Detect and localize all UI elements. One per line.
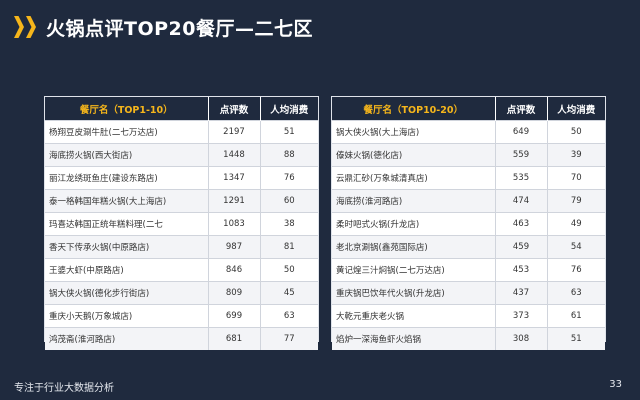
review-count-cell: 459 bbox=[494, 235, 547, 259]
table-row: 傣妹火锅(德化店) 559 39 bbox=[332, 143, 605, 167]
restaurant-name-cell: 重庆小天鹅(万象城店) bbox=[45, 304, 208, 328]
review-count-cell: 1083 bbox=[207, 212, 260, 236]
restaurant-name-cell: 玛喜达韩国正统年糕料理(二七 bbox=[45, 212, 208, 236]
avg-spend-cell: 63 bbox=[546, 281, 605, 305]
review-count-cell: 308 bbox=[494, 327, 547, 350]
table-row: 海底捞火锅(西大街店) 1448 88 bbox=[45, 143, 318, 167]
avg-spend-cell: 70 bbox=[546, 166, 605, 190]
avg-spend-cell: 88 bbox=[259, 143, 318, 167]
review-count-cell: 809 bbox=[207, 281, 260, 305]
avg-spend-cell: 38 bbox=[259, 212, 318, 236]
table-row: 王婆大虾(中原路店) 846 50 bbox=[45, 258, 318, 282]
avg-spend-cell: 60 bbox=[259, 189, 318, 213]
restaurant-name-cell: 丽江龙绣斑鱼庄(建设东路店) bbox=[45, 166, 208, 190]
avg-spend-cell: 49 bbox=[546, 212, 605, 236]
table-row: 香天下传承火锅(中原路店) 987 81 bbox=[45, 235, 318, 259]
review-count-cell: 2197 bbox=[207, 120, 260, 144]
avg-spend-cell: 77 bbox=[259, 327, 318, 350]
table-row: 重庆锅巴饮年代火锅(升龙店) 437 63 bbox=[332, 281, 605, 305]
review-count-cell: 474 bbox=[494, 189, 547, 213]
review-count-cell: 699 bbox=[207, 304, 260, 328]
column-header-avg-spend: 人均消费 bbox=[259, 97, 318, 121]
review-count-cell: 1291 bbox=[207, 189, 260, 213]
double-chevron-right-icon bbox=[14, 16, 36, 38]
table-row: 泰一格韩国年糕火锅(大上海店) 1291 60 bbox=[45, 189, 318, 213]
table-row: 玛喜达韩国正统年糕料理(二七 1083 38 bbox=[45, 212, 318, 236]
table-row: 丽江龙绣斑鱼庄(建设东路店) 1347 76 bbox=[45, 166, 318, 190]
restaurant-name-cell: 焰炉一深海鱼虾火焰锅 bbox=[332, 327, 495, 350]
table-row: 老北京涮锅(鑫苑国际店) 459 54 bbox=[332, 235, 605, 259]
restaurant-name-cell: 云鼎汇砂(万象城清真店) bbox=[332, 166, 495, 190]
avg-spend-cell: 54 bbox=[546, 235, 605, 259]
restaurant-name-cell: 王婆大虾(中原路店) bbox=[45, 258, 208, 282]
avg-spend-cell: 61 bbox=[546, 304, 605, 328]
table-row: 海底捞(淮河路店) 474 79 bbox=[332, 189, 605, 213]
avg-spend-cell: 79 bbox=[546, 189, 605, 213]
review-count-cell: 437 bbox=[494, 281, 547, 305]
avg-spend-cell: 50 bbox=[259, 258, 318, 282]
review-count-cell: 453 bbox=[494, 258, 547, 282]
slide-header: 火锅点评TOP20餐厅—二七区 bbox=[14, 10, 313, 44]
table-header-row: 餐厅名（TOP10-20） 点评数 人均消费 bbox=[332, 97, 605, 121]
column-header-review-count: 点评数 bbox=[207, 97, 260, 121]
avg-spend-cell: 76 bbox=[259, 166, 318, 190]
table-row: 重庆小天鹅(万象城店) 699 63 bbox=[45, 304, 318, 328]
right-ranking-table: 餐厅名（TOP10-20） 点评数 人均消费 锅大侠火锅(大上海店) 649 50 傣… bbox=[331, 96, 606, 350]
table-row: 鸿茂斋(淮河路店) 681 77 bbox=[45, 327, 318, 350]
table-row: 大乾元重庆老火锅 373 61 bbox=[332, 304, 605, 328]
review-count-cell: 987 bbox=[207, 235, 260, 259]
review-count-cell: 1448 bbox=[207, 143, 260, 167]
restaurant-name-cell: 傣妹火锅(德化店) bbox=[332, 143, 495, 167]
review-count-cell: 373 bbox=[494, 304, 547, 328]
restaurant-name-cell: 海底捞(淮河路店) bbox=[332, 189, 495, 213]
restaurant-name-cell: 大乾元重庆老火锅 bbox=[332, 304, 495, 328]
review-count-cell: 681 bbox=[207, 327, 260, 350]
restaurant-name-cell: 杨翔豆皮涮牛肚(二七万达店) bbox=[45, 120, 208, 144]
page-title: 火锅点评TOP20餐厅—二七区 bbox=[46, 17, 313, 40]
restaurant-name-cell: 锅大侠火锅(德化步行街店) bbox=[45, 281, 208, 305]
avg-spend-cell: 45 bbox=[259, 281, 318, 305]
table-row: 锅大侠火锅(大上海店) 649 50 bbox=[332, 120, 605, 144]
avg-spend-cell: 76 bbox=[546, 258, 605, 282]
table-row: 杨翔豆皮涮牛肚(二七万达店) 2197 51 bbox=[45, 120, 318, 144]
table-header-row: 餐厅名（TOP1-10） 点评数 人均消费 bbox=[45, 97, 318, 121]
column-header-review-count: 点评数 bbox=[494, 97, 547, 121]
restaurant-name-cell: 重庆锅巴饮年代火锅(升龙店) bbox=[332, 281, 495, 305]
table-row: 焰炉一深海鱼虾火焰锅 308 51 bbox=[332, 327, 605, 350]
table-row: 黄记煌三汁焖锅(二七万达店) 453 76 bbox=[332, 258, 605, 282]
review-count-cell: 846 bbox=[207, 258, 260, 282]
table-row: 柔时吧式火锅(升龙店) 463 49 bbox=[332, 212, 605, 236]
table-row: 锅大侠火锅(德化步行街店) 809 45 bbox=[45, 281, 318, 305]
restaurant-name-cell: 海底捞火锅(西大街店) bbox=[45, 143, 208, 167]
review-count-cell: 535 bbox=[494, 166, 547, 190]
restaurant-name-cell: 柔时吧式火锅(升龙店) bbox=[332, 212, 495, 236]
restaurant-name-cell: 泰一格韩国年糕火锅(大上海店) bbox=[45, 189, 208, 213]
column-header-restaurant: 餐厅名（TOP10-20） bbox=[332, 97, 495, 121]
avg-spend-cell: 63 bbox=[259, 304, 318, 328]
avg-spend-cell: 51 bbox=[259, 120, 318, 144]
restaurant-name-cell: 锅大侠火锅(大上海店) bbox=[332, 120, 495, 144]
avg-spend-cell: 81 bbox=[259, 235, 318, 259]
avg-spend-cell: 39 bbox=[546, 143, 605, 167]
restaurant-name-cell: 老北京涮锅(鑫苑国际店) bbox=[332, 235, 495, 259]
restaurant-name-cell: 黄记煌三汁焖锅(二七万达店) bbox=[332, 258, 495, 282]
column-header-restaurant: 餐厅名（TOP1-10） bbox=[45, 97, 208, 121]
review-count-cell: 1347 bbox=[207, 166, 260, 190]
table-row: 云鼎汇砂(万象城清真店) 535 70 bbox=[332, 166, 605, 190]
avg-spend-cell: 51 bbox=[546, 327, 605, 350]
review-count-cell: 559 bbox=[494, 143, 547, 167]
footer-tagline: 专注于行业大数据分析 bbox=[14, 383, 114, 394]
restaurant-name-cell: 香天下传承火锅(中原路店) bbox=[45, 235, 208, 259]
page-number: 33 bbox=[609, 379, 622, 390]
left-ranking-table: 餐厅名（TOP1-10） 点评数 人均消费 杨翔豆皮涮牛肚(二七万达店) 2197… bbox=[44, 96, 319, 350]
review-count-cell: 649 bbox=[494, 120, 547, 144]
restaurant-name-cell: 鸿茂斋(淮河路店) bbox=[45, 327, 208, 350]
column-header-avg-spend: 人均消费 bbox=[546, 97, 605, 121]
avg-spend-cell: 50 bbox=[546, 120, 605, 144]
review-count-cell: 463 bbox=[494, 212, 547, 236]
